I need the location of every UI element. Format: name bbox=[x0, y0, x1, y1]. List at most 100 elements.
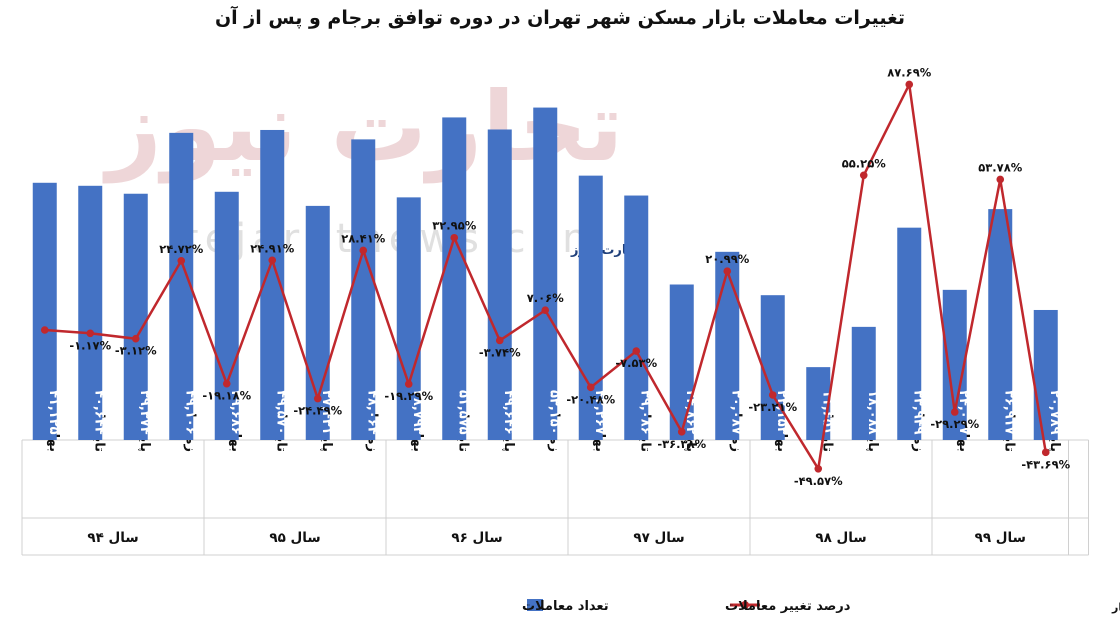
bar bbox=[760, 295, 785, 440]
legend-bar-label: تعداد معاملات bbox=[522, 599, 609, 614]
line-point bbox=[131, 334, 140, 343]
bar-value-label: ۳۷,۴۳۱ bbox=[319, 390, 334, 435]
chart-title: تغییرات معاملات بازار مسکن شهر تهران در … bbox=[215, 5, 905, 29]
bar-value-labels: ۴۱,۱۲۵ ۴۰,۶۴۴ ۳۹,۳۷۴ ۴۹,۱۰۶ ۳۹,۶۸۶ ۴۹,۵۷۰ ۳۷,۴… bbox=[46, 390, 1062, 435]
bar-value-label: ۲۴,۸۶۲ bbox=[683, 390, 698, 435]
line-point bbox=[268, 256, 277, 265]
line-value-label: ۳۲.۹۵% bbox=[432, 219, 476, 233]
line-value-label: -۳.۷۴% bbox=[479, 345, 521, 359]
line-point bbox=[404, 380, 413, 388]
line-point bbox=[677, 428, 686, 436]
bar bbox=[396, 197, 421, 440]
line-value-label: -۲۰.۴۸% bbox=[566, 392, 615, 406]
bar-value-label: ۴۹,۱۰۶ bbox=[182, 390, 197, 435]
bar-value-label: ۳۹,۶۸۶ bbox=[228, 390, 243, 435]
bar-value-label: ۲۰,۷۸۹ bbox=[1047, 390, 1062, 435]
line-value-label: -۲۳.۲۱% bbox=[748, 400, 797, 414]
bar bbox=[897, 227, 922, 440]
bar bbox=[715, 251, 740, 440]
line-point bbox=[996, 175, 1005, 184]
line-value-label: ۵۳.۷۸% bbox=[978, 160, 1022, 174]
line-value-label: ۲۰.۹۹% bbox=[705, 252, 749, 266]
year-label: سال ۹۷ bbox=[633, 530, 684, 546]
line-value-label: -۲۹.۲۹% bbox=[930, 417, 979, 431]
line-point bbox=[359, 246, 368, 255]
line-point bbox=[40, 326, 49, 334]
bar bbox=[123, 193, 148, 440]
line-value-labels: -۱.۱۷% -۳.۱۲% ۲۴.۷۲% -۱۹.۱۸% ۲۴.۹۱% -۲۴.۴۹% ۲۸… bbox=[69, 65, 1070, 487]
bar-value-label: ۱۸,۰۸۸ bbox=[865, 390, 880, 435]
line-value-label: ۲۴.۷۲% bbox=[159, 242, 203, 256]
bar-value-label: ۳۳,۹۴۹ bbox=[910, 390, 925, 435]
bar-value-label: ۴۰,۶۴۴ bbox=[91, 390, 106, 435]
bar-value-label: ۴۹,۶۴۶ bbox=[501, 390, 516, 435]
bar-series bbox=[32, 107, 1058, 441]
line-point bbox=[86, 329, 95, 338]
line-point bbox=[723, 267, 732, 276]
line-value-label: -۳۶.۳۸% bbox=[657, 437, 706, 451]
bar bbox=[669, 284, 694, 440]
line-point bbox=[586, 383, 595, 392]
line-point bbox=[905, 80, 914, 89]
year-label: سال ۹۴ bbox=[87, 530, 138, 546]
bar-value-label: ۳۰,۰۸۷ bbox=[728, 390, 743, 435]
legend-line-label: درصد تغییر معاملات bbox=[725, 599, 851, 614]
bar bbox=[806, 367, 831, 440]
bar-value-label: ۴۹,۵۷۰ bbox=[273, 390, 288, 435]
line-value-label: -۷.۵۳% bbox=[615, 356, 657, 370]
legend: تعداد معاملات درصد تغییر معاملات bbox=[522, 599, 851, 614]
line-point bbox=[859, 171, 868, 180]
bar bbox=[442, 117, 467, 441]
bar bbox=[169, 132, 194, 440]
source-note: منبع: داده‌های مرکز آمار bbox=[1111, 600, 1120, 614]
bar-value-label: ۳۸,۷۹۳ bbox=[410, 390, 425, 435]
line-value-label: -۲۴.۴۹% bbox=[293, 404, 342, 418]
bar-value-label: ۲۴,۰۰۷ bbox=[956, 390, 971, 435]
bar bbox=[533, 107, 558, 440]
line-point bbox=[222, 379, 231, 388]
line-value-label: ۵۵.۲۵% bbox=[842, 156, 886, 170]
year-label: سال ۹۸ bbox=[815, 530, 866, 546]
line-series bbox=[40, 80, 1050, 473]
bar-value-label: ۳۶,۹۱۷ bbox=[1001, 390, 1016, 435]
line-value-label: ۲۸.۴۱% bbox=[341, 231, 385, 245]
line-point bbox=[495, 336, 504, 345]
legend-line-marker bbox=[741, 601, 749, 609]
legend-bar-swatch bbox=[527, 599, 543, 611]
line-point bbox=[1041, 448, 1050, 457]
bar bbox=[78, 185, 103, 440]
line-point bbox=[950, 408, 959, 416]
bar bbox=[351, 139, 376, 440]
bar-value-label: ۵۳,۱۵۰ bbox=[546, 390, 561, 435]
line-value-label: -۳.۱۲% bbox=[115, 344, 157, 358]
bar-value-label: ۳۹,۳۷۴ bbox=[137, 390, 152, 435]
year-label: سال ۹۶ bbox=[451, 530, 502, 546]
line-value-label: ۷.۰۶% bbox=[527, 291, 564, 305]
line-point bbox=[313, 394, 322, 403]
bar bbox=[487, 129, 512, 441]
bar-value-label: ۴۲,۲۶۷ bbox=[592, 390, 607, 435]
line-point bbox=[632, 347, 641, 355]
year-label: سال ۹۹ bbox=[975, 530, 1026, 546]
line-value-label: ۸۷.۶۹% bbox=[887, 65, 931, 79]
line-value-label: -۱۹.۱۸% bbox=[202, 389, 251, 403]
watermark-url: tejaratnews.com bbox=[183, 216, 607, 262]
line-point bbox=[768, 391, 777, 399]
bar-value-label: ۳۹,۰۸۶ bbox=[637, 390, 652, 435]
bar bbox=[1033, 309, 1058, 440]
bar bbox=[578, 175, 603, 440]
bar-value-label: ۵۱,۵۷۵ bbox=[455, 390, 470, 435]
line-point bbox=[450, 233, 459, 242]
bar bbox=[32, 182, 57, 441]
line-value-label: -۴۳.۶۹% bbox=[1021, 457, 1070, 471]
line-value-label: -۴۹.۵۷% bbox=[794, 474, 843, 488]
line-point bbox=[177, 256, 186, 265]
bar-value-label: ۴۱,۱۲۵ bbox=[46, 390, 61, 435]
bar bbox=[214, 191, 239, 440]
line-value-label: -۱۹.۲۹% bbox=[384, 389, 433, 403]
bar bbox=[624, 195, 649, 440]
line-value-label: -۱.۱۷% bbox=[69, 338, 111, 352]
bar bbox=[988, 209, 1013, 440]
year-label: سال ۹۵ bbox=[269, 530, 320, 546]
